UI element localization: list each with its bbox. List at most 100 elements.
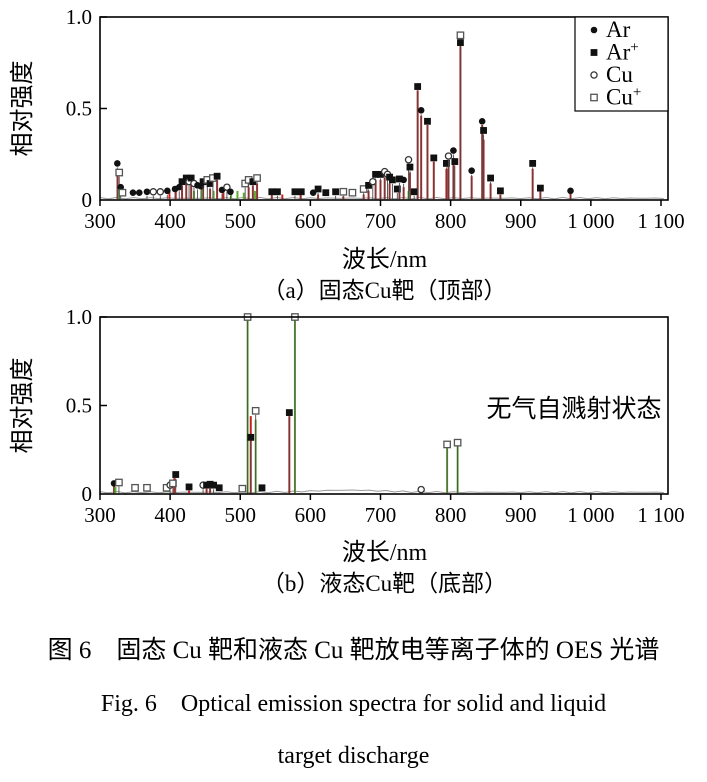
x-tick-label: 600	[295, 209, 327, 233]
y-tick-label: 0	[82, 482, 93, 506]
y-axis-label: 相对强度	[9, 358, 36, 454]
cu-ion-marker	[456, 31, 465, 40]
ar-ion-marker	[590, 49, 598, 56]
x-tick-label: 600	[295, 503, 327, 527]
ar-ion-marker	[396, 175, 403, 183]
ar-marker	[450, 147, 457, 154]
ar-ion-marker	[274, 188, 281, 196]
cu-ion-marker	[590, 93, 598, 102]
x-tick-label: 1 000	[567, 209, 614, 233]
x-tick-label: 1 100	[637, 503, 684, 527]
ar-marker	[417, 107, 425, 114]
ar-ion-marker	[285, 409, 293, 416]
ar-ion-marker	[187, 174, 195, 182]
ar-ion-marker	[414, 83, 422, 90]
spectrum-plot-a: 300 400 500 600 700 800 900 1 000 1 10000.51.0相对…	[9, 5, 685, 233]
ar-ion-marker	[389, 176, 396, 184]
cu-ion-marker	[339, 187, 348, 196]
baseline-trace	[99, 196, 664, 200]
x-tick-label: 700	[365, 503, 397, 527]
x-tick-label: 500	[224, 503, 256, 527]
cu-ion-marker	[115, 168, 124, 177]
cu-marker	[149, 188, 158, 196]
cu-ion-marker	[359, 185, 368, 193]
ar-ion-marker	[424, 117, 431, 125]
cu-marker	[444, 152, 453, 160]
cu-marker	[223, 183, 231, 191]
chart-b-subtitle: （b）液态Cu靶（底部）	[261, 571, 508, 596]
y-tick-label: 1.0	[66, 307, 92, 329]
ar-ion-marker	[297, 188, 305, 196]
ar-marker	[135, 189, 143, 196]
ar-ion-marker	[377, 170, 384, 178]
x-tick-label: 900	[505, 503, 537, 527]
ar-ion-marker	[322, 189, 330, 197]
cu-ion-marker	[118, 188, 127, 197]
ar-ion-marker	[480, 127, 487, 134]
ar-ion-marker	[185, 483, 193, 491]
cu-ion-marker	[238, 484, 247, 493]
legend-label: Cu+	[606, 85, 641, 110]
chart-a-xlabel: 波长/nm	[341, 247, 428, 273]
cu-ion-marker	[115, 478, 123, 487]
cu-marker	[590, 71, 598, 79]
ar-ion-marker	[268, 188, 276, 196]
ar-marker	[143, 188, 151, 196]
ar-ion-marker	[393, 185, 401, 193]
ar-marker	[114, 160, 121, 167]
y-axis-label: 相对强度	[9, 61, 36, 157]
cu-ion-marker	[453, 438, 462, 447]
caption-chinese: 图 6 固态 Cu 靶和液态 Cu 靶放电等离子体的 OES 光谱	[47, 637, 660, 664]
cu-marker	[369, 177, 377, 186]
ar-ion-marker	[258, 484, 266, 492]
ar-marker	[567, 187, 574, 195]
cu-marker	[417, 485, 425, 494]
cu-ion-marker	[253, 174, 261, 182]
annotation-gasless-self-sputtering: 无气自溅射状态	[487, 395, 662, 423]
y-tick-label: 0	[82, 188, 93, 212]
ar-ion-marker	[529, 160, 537, 167]
ar-marker	[164, 187, 171, 195]
chart-b-liquid-cu-target: 300 400 500 600 700 800 900 1 000 1 100 0 0.5 1.0 相对…	[0, 305, 707, 538]
x-tick-label: 900	[505, 209, 537, 233]
ar-ion-marker	[206, 480, 214, 488]
y-tick-label: 0.5	[66, 97, 92, 121]
ar-ion-marker	[291, 188, 299, 196]
ar-ion-marker	[410, 188, 418, 196]
ar-ion-marker	[406, 163, 414, 171]
y-tick-label: 0.5	[66, 394, 92, 418]
ar-ion-marker	[487, 174, 494, 182]
ar-ion-marker	[247, 433, 255, 441]
x-tick-label: 700	[365, 209, 397, 233]
cu-ion-marker	[169, 479, 177, 488]
x-tick-label: 800	[435, 209, 467, 233]
y-tick-label: 1.0	[66, 5, 92, 29]
ar-ion-marker	[332, 188, 340, 196]
x-tick-label: 1 000	[567, 503, 614, 527]
ar-marker	[400, 176, 407, 184]
ar-marker	[227, 188, 234, 196]
legend-label: Ar	[606, 17, 631, 42]
legend-label: Cu	[606, 62, 633, 87]
ar-marker	[175, 183, 183, 191]
x-tick-label: 800	[435, 503, 467, 527]
cu-ion-marker	[348, 188, 357, 197]
chart-a-subtitle: （a）固态Cu靶（顶部）	[262, 278, 507, 303]
ar-marker	[129, 189, 137, 196]
ar-marker	[478, 118, 486, 125]
ar-ion-marker	[430, 154, 438, 162]
chart-b-xlabel: 波长/nm	[341, 540, 428, 566]
spectrum-plot-b: 300 400 500 600 700 800 900 1 000 1 10000.51.0相对…	[9, 305, 685, 527]
x-tick-label: 500	[224, 209, 256, 233]
caption-english-line1: Fig. 6 Optical emission spectra for soli…	[100, 691, 607, 717]
x-tick-label: 300	[84, 503, 116, 527]
ar-ion-marker	[372, 170, 379, 178]
x-tick-label: 400	[154, 209, 186, 233]
ar-marker	[468, 167, 475, 175]
cu-marker	[404, 155, 413, 164]
caption-english-line2: target discharge	[277, 743, 430, 769]
cu-ion-marker	[143, 483, 151, 492]
ar-ion-marker	[199, 178, 207, 186]
ar-ion-marker	[457, 39, 464, 47]
cu-ion-marker	[251, 406, 260, 415]
